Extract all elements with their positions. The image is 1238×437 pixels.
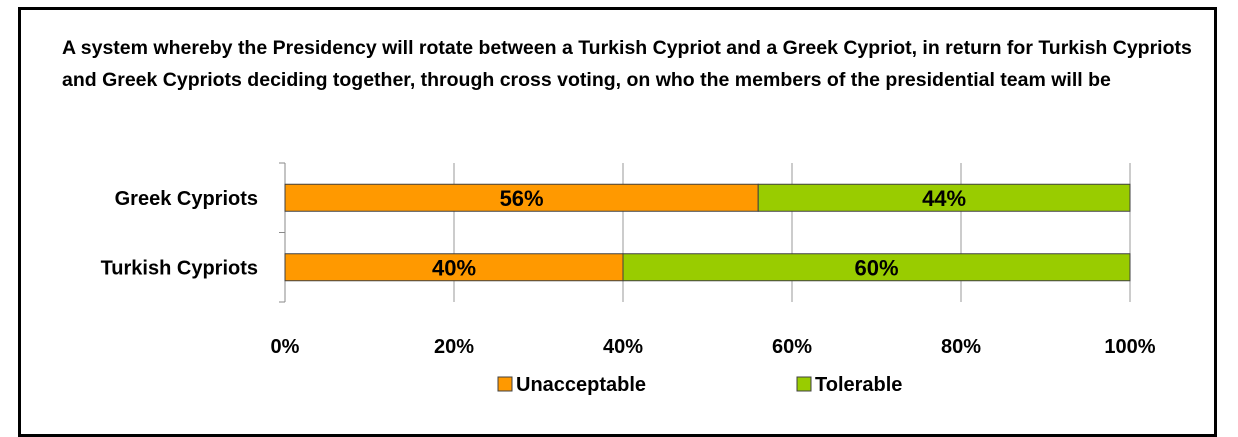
bar-tolerable xyxy=(757,183,1131,212)
chart-frame xyxy=(18,7,1217,437)
x-tick-label: 60% xyxy=(772,336,812,358)
legend-label: Unacceptable xyxy=(516,374,646,396)
legend-swatch xyxy=(497,376,513,392)
data-label: 56% xyxy=(500,186,544,211)
category-label: Greek Cypriots xyxy=(115,188,258,210)
data-label: 60% xyxy=(854,255,898,280)
x-tick-label: 100% xyxy=(1104,336,1155,358)
stacked-bar-chart: 0% 20% 40% 60% 80% 100% Greek Cypriots 56% 44% Tu… xyxy=(101,162,1156,396)
x-tick-label: 40% xyxy=(603,336,643,358)
x-tick-label: 0% xyxy=(271,336,300,358)
legend-swatch xyxy=(796,376,812,392)
data-label: 40% xyxy=(432,255,476,280)
legend-label: Tolerable xyxy=(815,374,902,396)
bar-tolerable xyxy=(622,253,1131,282)
chart-title: A system whereby the Presidency will rot… xyxy=(62,37,1192,91)
category-label: Turkish Cypriots xyxy=(101,257,258,279)
x-tick-label: 80% xyxy=(941,336,981,358)
x-tick-label: 20% xyxy=(434,336,474,358)
data-label: 44% xyxy=(922,186,966,211)
